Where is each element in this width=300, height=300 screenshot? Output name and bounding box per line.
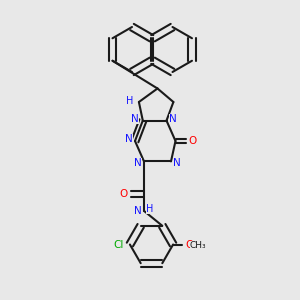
- Text: O: O: [188, 136, 197, 146]
- Text: O: O: [120, 189, 128, 200]
- Text: Cl: Cl: [113, 239, 124, 250]
- Text: N: N: [134, 158, 142, 168]
- Text: H: H: [146, 204, 153, 214]
- Text: N: N: [169, 114, 176, 124]
- Text: N: N: [125, 134, 133, 145]
- Text: N: N: [134, 206, 141, 216]
- Text: H: H: [126, 95, 134, 106]
- Text: CH₃: CH₃: [190, 242, 206, 250]
- Text: N: N: [131, 114, 139, 124]
- Text: N: N: [173, 158, 181, 168]
- Text: O: O: [185, 239, 193, 250]
